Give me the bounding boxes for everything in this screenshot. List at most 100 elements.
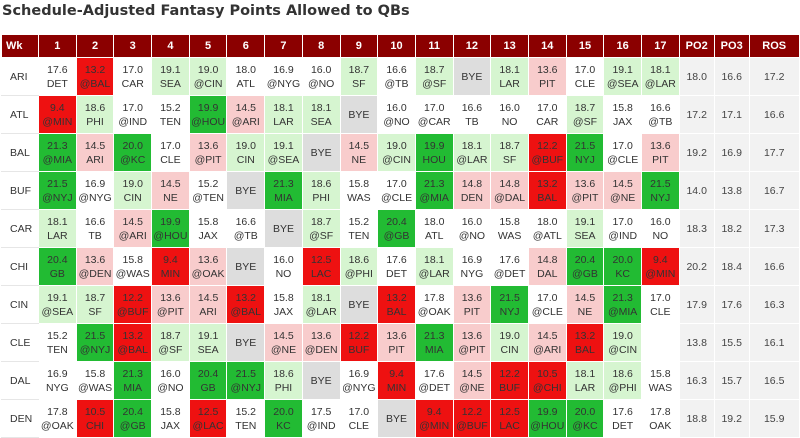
opponent: @DEN — [78, 267, 112, 280]
points-value: 17.0 — [537, 291, 558, 304]
header-col-5[interactable]: 5 — [188, 34, 228, 58]
header-col-3[interactable]: 3 — [113, 34, 153, 58]
matchup-cell: 18.0 @ATL — [527, 209, 567, 248]
opponent: @HOU — [191, 115, 226, 128]
header-col-po2[interactable]: PO2 — [678, 34, 715, 58]
matchup-cell: 18.1 LAR — [490, 57, 529, 96]
header-col-13[interactable]: 13 — [490, 34, 529, 58]
header-col-12[interactable]: 12 — [452, 34, 492, 58]
matchup-cell: 13.6 @DEN — [301, 323, 341, 362]
matchup-cell: 19.1 @SEA — [603, 57, 642, 96]
header-col-po3[interactable]: PO3 — [713, 34, 750, 58]
matchup-cell: 18.7 @SF — [301, 209, 341, 248]
matchup-cell: 21.5 @NYJ — [38, 171, 77, 210]
opponent: @TEN — [192, 191, 224, 204]
matchup-cell: 16.9 NYG — [452, 247, 492, 286]
opponent: @NYJ — [79, 343, 111, 356]
matchup-cell: 13.2 @BAL — [75, 57, 115, 96]
opponent: @NO — [157, 381, 184, 394]
opponent: DET — [46, 77, 68, 90]
points-value: 9.4 — [389, 367, 404, 380]
matchup-cell: 15.2 TEN — [151, 95, 190, 134]
matchup-cell: 18.1 LAR — [565, 361, 605, 400]
matchup-cell: 18.7 SF — [75, 285, 115, 324]
po2-value: 19.2 — [678, 133, 715, 172]
opponent: @LAR — [305, 305, 337, 318]
header-wk[interactable]: Wk — [1, 34, 39, 58]
team-label: CLE — [1, 323, 39, 362]
opponent: NE — [577, 305, 593, 318]
header-col-1[interactable]: 1 — [38, 34, 77, 58]
points-value: 18.7 — [84, 291, 106, 304]
header-col-15[interactable]: 15 — [565, 34, 605, 58]
points-value: 18.7 — [424, 63, 445, 76]
matchup-cell: 21.5 NYJ — [490, 285, 529, 324]
opponent: NO — [501, 115, 518, 128]
opponent: LAR — [47, 229, 68, 242]
points-value: 16.9 — [348, 367, 370, 380]
opponent: @SEA — [267, 153, 300, 166]
team-label: CIN — [1, 285, 39, 324]
header-col-2[interactable]: 2 — [75, 34, 115, 58]
opponent: BUF — [348, 343, 370, 356]
points-value: 16.0 — [461, 215, 483, 228]
matchup-cell: 17.0 CAR — [113, 57, 153, 96]
header-col-7[interactable]: 7 — [264, 34, 303, 58]
header-col-8[interactable]: 8 — [301, 34, 341, 58]
points-value: 12.5 — [310, 253, 332, 266]
points-value: 9.4 — [163, 253, 178, 266]
header-col-11[interactable]: 11 — [414, 34, 454, 58]
matchup-cell: 18.1 @LAR — [641, 57, 680, 96]
header-col-17[interactable]: 17 — [641, 34, 680, 58]
table-row: BAL 21.3 @MIA 14.5 ARI 20.0 @KC 17.0 CLE 13.6 @PIT… — [1, 133, 800, 172]
points-value: 10.5 — [537, 367, 558, 380]
opponent: @ARI — [118, 229, 147, 242]
matchup-cell: 21.5 @NYJ — [226, 361, 266, 400]
points-value: 13.6 — [461, 291, 483, 304]
points-value: 17.0 — [537, 101, 558, 114]
matchup-cell: 13.2 @BAL — [226, 285, 266, 324]
matchup-cell: 16.6 @TB — [226, 209, 266, 248]
points-value: 20.4 — [386, 215, 407, 228]
opponent: @BUF — [531, 153, 564, 166]
points-value: BYE — [235, 336, 257, 349]
points-value: 18.1 — [273, 101, 294, 114]
matchup-cell: 14.5 ARI — [188, 285, 228, 324]
header-col-4[interactable]: 4 — [151, 34, 190, 58]
points-value: 17.8 — [424, 291, 445, 304]
header-col-16[interactable]: 16 — [603, 34, 642, 58]
matchup-cell: 13.6 PIT — [527, 57, 567, 96]
matchup-cell: 14.5 NE — [339, 133, 379, 172]
matchup-cell: BYE — [226, 247, 266, 286]
matchup-cell: 13.2 BAL — [527, 171, 567, 210]
opponent: ATL — [236, 77, 256, 90]
team-label: CAR — [1, 209, 39, 248]
opponent: @PHI — [344, 267, 373, 280]
header-col-ros[interactable]: ROS — [748, 34, 800, 58]
matchup-cell: BYE — [301, 133, 341, 172]
opponent: JAX — [198, 229, 218, 242]
po3-value: 16.6 — [713, 57, 750, 96]
po2-value: 18.8 — [678, 399, 715, 438]
matchup-cell: 17.0 CLE — [151, 133, 190, 172]
opponent: MIA — [274, 191, 293, 204]
matchup-cell: 21.3 MIA — [113, 361, 153, 400]
team-label: BAL — [1, 133, 39, 172]
po3-value: 16.9 — [713, 133, 750, 172]
points-value: 18.7 — [348, 63, 370, 76]
points-value: 16.6 — [386, 63, 407, 76]
header-col-10[interactable]: 10 — [377, 34, 416, 58]
header-col-9[interactable]: 9 — [339, 34, 379, 58]
matchup-cell: 19.1 @SEA — [264, 133, 303, 172]
header-col-6[interactable]: 6 — [226, 34, 266, 58]
matchup-cell: 18.7 @SF — [565, 95, 605, 134]
matchup-cell: 16.0 @NO — [151, 361, 190, 400]
opponent: @KC — [120, 153, 146, 166]
points-value: 13.2 — [537, 177, 558, 190]
opponent: @BAL — [117, 343, 148, 356]
points-value: 13.6 — [461, 329, 483, 342]
matchup-cell: 17.0 @IND — [603, 209, 642, 248]
header-col-14[interactable]: 14 — [527, 34, 567, 58]
points-value: 17.0 — [160, 139, 181, 152]
opponent: LAR — [273, 115, 294, 128]
